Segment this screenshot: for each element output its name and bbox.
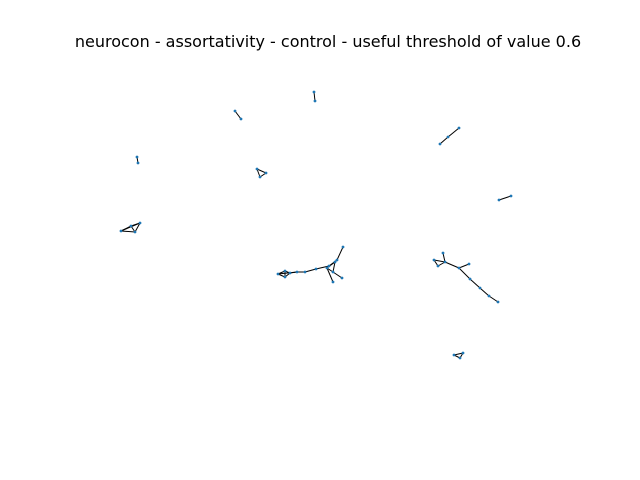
graph-node xyxy=(438,142,442,146)
graph-node xyxy=(509,194,513,198)
graph-edge xyxy=(447,127,460,138)
graph-node xyxy=(457,266,461,270)
graph-node xyxy=(458,356,462,360)
graph-node xyxy=(264,171,268,175)
graph-edge xyxy=(326,267,334,283)
graph-edge xyxy=(444,261,460,269)
graph-node xyxy=(335,258,339,262)
graph-edge xyxy=(488,295,499,303)
graph-node xyxy=(283,275,287,279)
graph-node xyxy=(119,229,123,233)
graph-edge xyxy=(469,278,481,289)
graph-node xyxy=(467,262,471,266)
graph-edge xyxy=(439,136,449,145)
graph-node xyxy=(468,277,472,281)
graph-edge xyxy=(442,252,446,263)
graph-node xyxy=(295,270,299,274)
graph-node xyxy=(136,161,140,165)
graph-edge xyxy=(256,168,261,178)
graph-node xyxy=(331,270,335,274)
graph-node xyxy=(313,99,317,103)
graph-edge xyxy=(498,195,512,201)
graph-edge xyxy=(479,287,490,297)
graph-node xyxy=(457,126,461,130)
graph-edge xyxy=(277,271,298,275)
graph-edge xyxy=(315,265,330,270)
graph-node xyxy=(258,175,262,179)
graph-edge xyxy=(134,222,141,233)
graph-node xyxy=(135,155,139,159)
graph-node xyxy=(325,266,329,270)
graph-node xyxy=(288,271,292,275)
graph-edge xyxy=(458,263,470,269)
graph-edge xyxy=(313,91,316,102)
graph-node xyxy=(133,230,137,234)
graph-edge xyxy=(234,110,242,120)
graph-node xyxy=(446,135,450,139)
graph-edge xyxy=(433,259,446,263)
graph-node xyxy=(496,300,500,304)
graph-node xyxy=(327,264,331,268)
graph-node xyxy=(276,272,280,276)
graph-node xyxy=(255,167,259,171)
graph-node xyxy=(441,251,445,255)
graph-node xyxy=(138,221,142,225)
graph-edge xyxy=(304,268,317,273)
graph-edge xyxy=(332,271,343,279)
graph-node xyxy=(432,258,436,262)
graph-node xyxy=(239,117,243,121)
graph-node xyxy=(436,264,440,268)
graph-edge xyxy=(336,246,344,261)
graph-node xyxy=(303,270,307,274)
graph-node xyxy=(283,269,287,273)
graph-node xyxy=(478,286,482,290)
graph-edge xyxy=(256,168,267,174)
graph-node xyxy=(497,198,501,202)
chart-title: neurocon - assortativity - control - use… xyxy=(74,32,582,51)
graph-node xyxy=(340,276,344,280)
graph-node xyxy=(331,280,335,284)
graph-node xyxy=(487,294,491,298)
graph-node xyxy=(314,267,318,271)
graph-edge xyxy=(453,352,464,356)
graph-node xyxy=(312,90,316,94)
graph-node xyxy=(341,245,345,249)
graph-node xyxy=(461,351,465,355)
graph-node xyxy=(129,224,133,228)
graph-node xyxy=(333,260,337,264)
graph-edge xyxy=(332,261,336,273)
graph-node xyxy=(443,260,447,264)
graph-edge xyxy=(458,267,471,280)
graph-edge xyxy=(120,230,136,233)
graph-node xyxy=(233,109,237,113)
graph-node xyxy=(452,353,456,357)
